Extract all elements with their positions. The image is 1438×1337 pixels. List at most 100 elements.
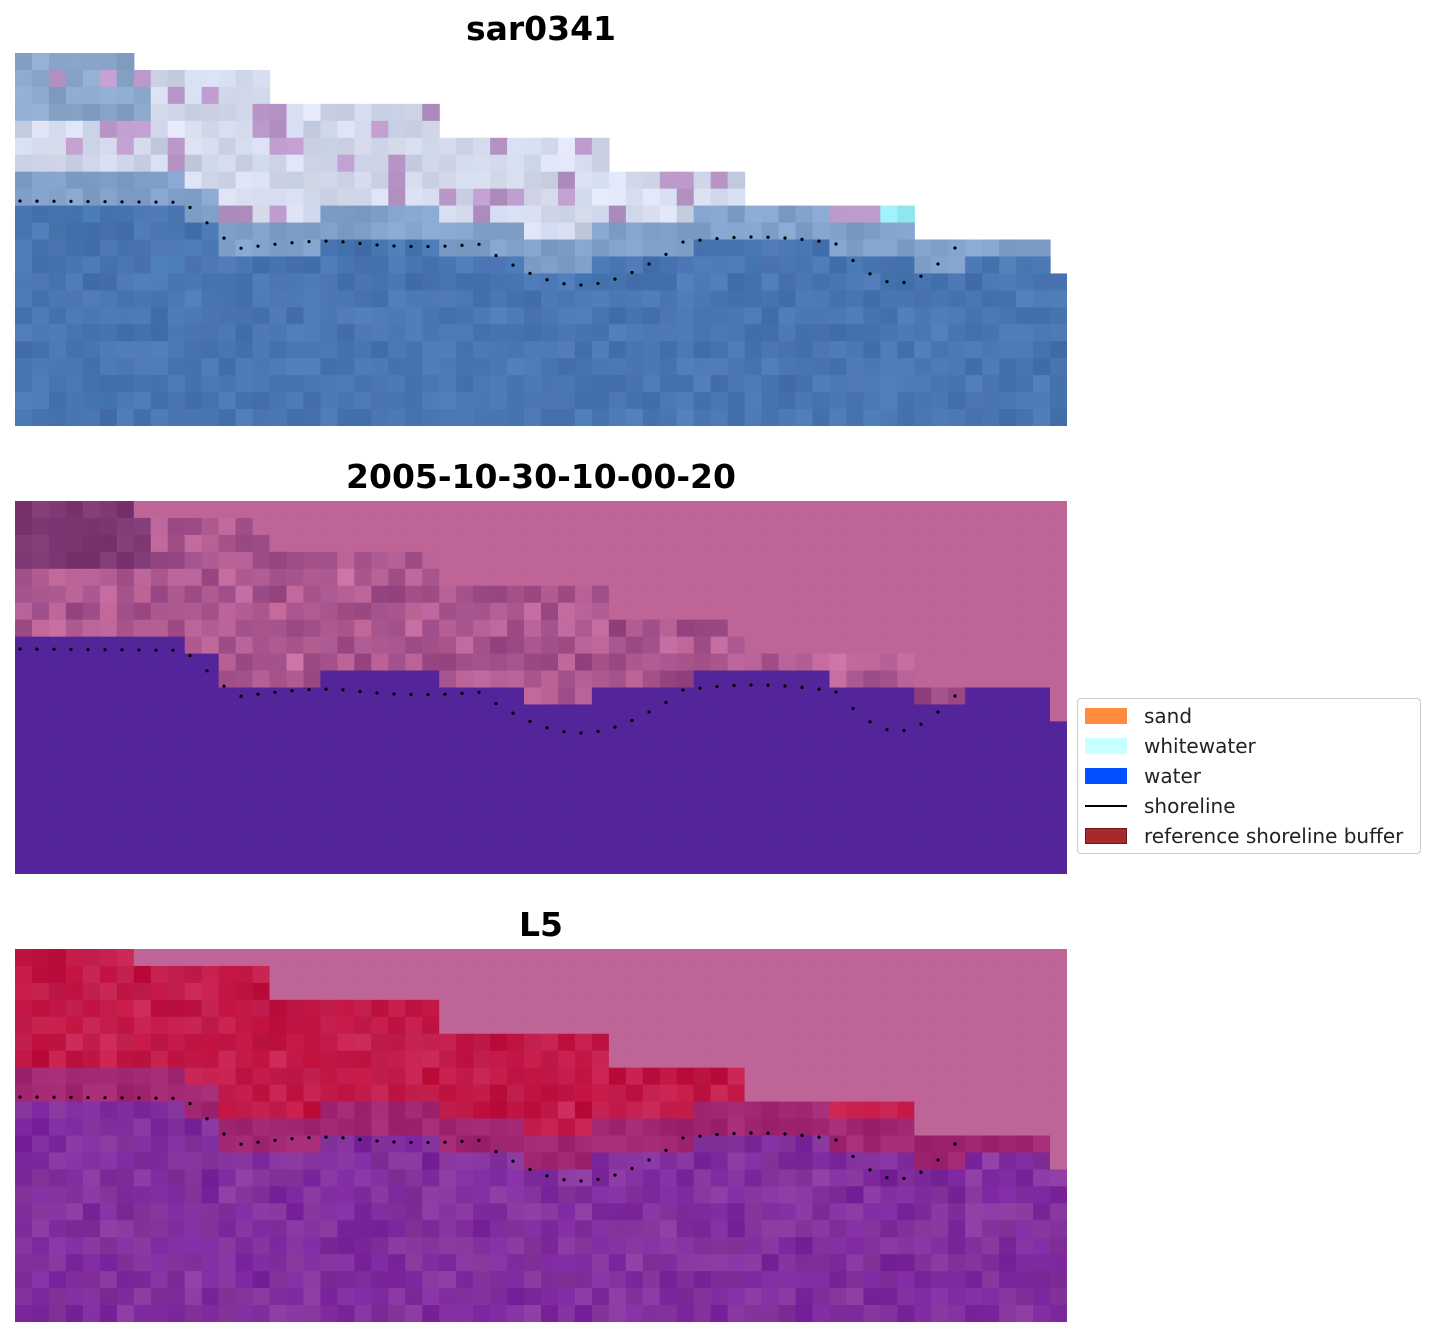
- pixel-cell: [829, 670, 848, 689]
- pixel-cell: [303, 534, 322, 553]
- pixel-cell: [795, 982, 814, 1001]
- shoreline-point: [358, 241, 362, 246]
- pixel-cell: [591, 772, 610, 790]
- pixel-cell: [405, 290, 423, 308]
- pixel-cell: [812, 670, 831, 689]
- pixel-cell: [524, 772, 542, 790]
- shoreline-point: [171, 648, 175, 652]
- pixel-cell: [1033, 982, 1051, 1001]
- shoreline-point: [851, 258, 855, 263]
- pixel-cell: [982, 1050, 1000, 1069]
- pixel-cell: [608, 341, 627, 359]
- pixel-cell: [676, 1050, 695, 1069]
- pixel-cell: [99, 949, 118, 967]
- pixel-cell: [507, 358, 525, 376]
- pixel-cell: [133, 1288, 152, 1306]
- pixel-cell: [252, 806, 271, 824]
- pixel-cell: [167, 1101, 186, 1120]
- pixel-cell: [490, 619, 508, 638]
- pixel-cell: [235, 375, 254, 393]
- pixel-cell: [557, 636, 576, 655]
- pixel-cell: [524, 1288, 542, 1306]
- pixel-cell: [218, 69, 237, 88]
- pixel-cell: [795, 999, 814, 1018]
- pixel-cell: [846, 738, 864, 756]
- pixel-cell: [15, 602, 33, 621]
- pixel-cell: [337, 687, 355, 706]
- pixel-cell: [116, 721, 135, 739]
- pixel-cell: [490, 721, 508, 739]
- pixel-cell: [744, 501, 763, 519]
- pixel-cell: [795, 1084, 814, 1103]
- pixel-cell: [778, 551, 797, 570]
- pixel-cell: [439, 273, 457, 291]
- pixel-cell: [812, 1016, 831, 1035]
- pixel-cell: [693, 409, 712, 426]
- pixel-cell: [982, 619, 1000, 638]
- pixel-cell: [490, 1169, 508, 1187]
- pixel-cell: [999, 307, 1017, 325]
- pixel-cell: [897, 687, 915, 706]
- pixel-cell: [897, 999, 915, 1018]
- pixel-cell: [1016, 721, 1034, 739]
- pixel-cell: [337, 1067, 355, 1086]
- pixel-cell: [880, 1016, 898, 1035]
- pixel-cell: [150, 1152, 169, 1170]
- pixel-cell: [710, 324, 729, 342]
- pixel-cell: [252, 738, 271, 756]
- pixel-cell: [473, 358, 491, 376]
- pixel-cell: [439, 1186, 457, 1204]
- pixel-cell: [727, 1084, 746, 1103]
- pixel-cell: [999, 341, 1017, 359]
- pixel-cell: [846, 568, 864, 587]
- shoreline-point: [443, 692, 447, 696]
- pixel-cell: [982, 273, 1000, 291]
- pixel-cell: [1050, 1135, 1067, 1154]
- pixel-cell: [1016, 324, 1034, 342]
- pixel-cell: [150, 772, 169, 790]
- pixel-cell: [48, 86, 67, 105]
- pixel-cell: [744, 568, 763, 587]
- pixel-cell: [303, 1254, 322, 1272]
- pixel-cell: [659, 806, 678, 824]
- pixel-cell: [778, 1203, 797, 1221]
- pixel-cell: [184, 171, 203, 190]
- pixel-cell: [812, 755, 831, 773]
- pixel-cell: [676, 1203, 695, 1221]
- pixel-cell: [439, 585, 457, 604]
- pixel-cell: [150, 69, 169, 88]
- pixel-cell: [201, 704, 220, 722]
- pixel-cell: [608, 290, 627, 308]
- pixel-cell: [490, 409, 508, 426]
- pixel-cell: [337, 1101, 355, 1120]
- pixel-cell: [473, 551, 491, 570]
- pixel-cell: [286, 392, 305, 410]
- pixel-cell: [15, 568, 33, 587]
- pixel-cell: [524, 171, 542, 190]
- pixel-cell: [456, 1305, 474, 1322]
- pixel-cell: [541, 1271, 559, 1289]
- pixel-cell: [473, 188, 491, 207]
- pixel-cell: [524, 341, 542, 359]
- pixel-cell: [218, 341, 237, 359]
- pixel-cell: [541, 823, 559, 841]
- pixel-cell: [388, 789, 406, 807]
- pixel-cell: [252, 501, 271, 519]
- shoreline-point: [273, 1138, 277, 1142]
- pixel-cell: [167, 619, 186, 638]
- pixel-cell: [812, 307, 831, 325]
- pixel-cell: [829, 949, 848, 967]
- pixel-cell: [439, 670, 457, 689]
- pixel-cell: [574, 307, 593, 325]
- pixel-cell: [761, 738, 780, 756]
- shoreline-point: [307, 1136, 311, 1140]
- pixel-cell: [727, 670, 746, 689]
- pixel-cell: [863, 687, 881, 706]
- pixel-cell: [422, 1220, 440, 1238]
- pixel-cell: [778, 704, 797, 722]
- pixel-cell: [82, 857, 101, 874]
- pixel-cell: [286, 1135, 305, 1154]
- pixel-cell: [812, 290, 831, 308]
- pixel-cell: [439, 375, 457, 393]
- pixel-cell: [999, 653, 1017, 672]
